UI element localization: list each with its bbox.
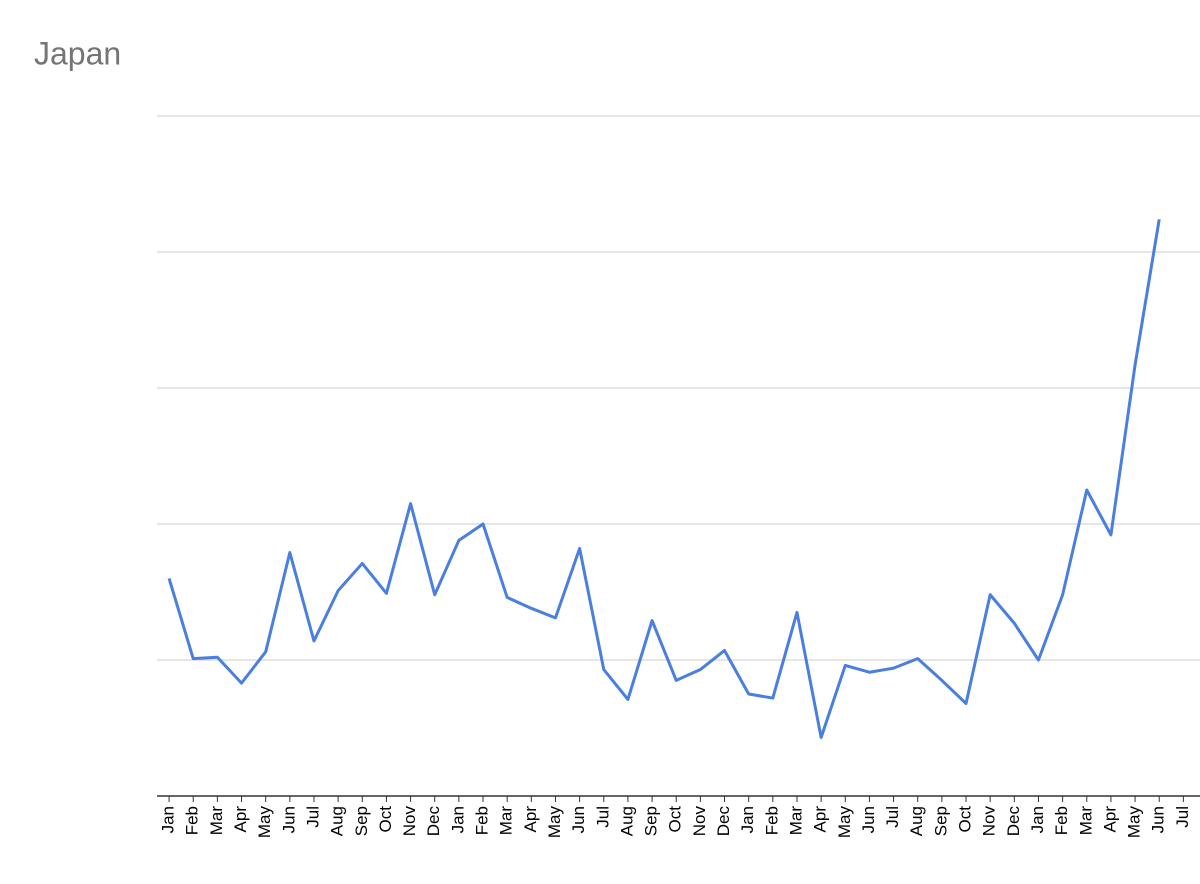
- x-tick-label: Oct: [956, 806, 975, 833]
- x-tick-label: Feb: [1052, 806, 1071, 835]
- x-tick-label: Sep: [642, 806, 661, 836]
- x-tick-label: Oct: [666, 806, 685, 833]
- x-tick-label: Aug: [328, 806, 347, 836]
- x-tick-label: Aug: [907, 806, 926, 836]
- x-tick-label: May: [1125, 806, 1144, 839]
- x-tick-label: Jul: [303, 806, 322, 828]
- x-tick-label: Jun: [1149, 806, 1168, 833]
- x-tick-label: Jun: [279, 806, 298, 833]
- x-tick-label: Dec: [424, 806, 443, 837]
- x-tick-label: May: [835, 806, 854, 839]
- x-tick-label: Jul: [1173, 806, 1192, 828]
- x-tick-label: Mar: [1076, 806, 1095, 836]
- x-tick-label: Apr: [1100, 806, 1119, 833]
- x-tick-label: May: [545, 806, 564, 839]
- x-tick-label: Sep: [352, 806, 371, 836]
- x-tick-label: Feb: [183, 806, 202, 835]
- x-tick-label: Jun: [569, 806, 588, 833]
- line-series: [167, 219, 1161, 740]
- x-tick-label: Aug: [617, 806, 636, 836]
- x-tick-label: Jun: [859, 806, 878, 833]
- x-tick-label: Jan: [448, 806, 467, 833]
- x-tick-label: Oct: [376, 806, 395, 833]
- x-tick-label: Nov: [980, 806, 999, 837]
- x-tick-label: Jul: [593, 806, 612, 828]
- x-tick-label: Apr: [231, 806, 250, 833]
- x-tick-label: May: [255, 806, 274, 839]
- x-tick-label: Jan: [738, 806, 757, 833]
- x-tick-label: Nov: [690, 806, 709, 837]
- x-tick-label: Apr: [811, 806, 830, 833]
- x-tick-label: Feb: [762, 806, 781, 835]
- x-tick-label: Dec: [714, 806, 733, 837]
- x-tick-label: Mar: [497, 806, 516, 836]
- x-tick-label: Nov: [400, 806, 419, 837]
- x-tick-label: Sep: [931, 806, 950, 836]
- chart-title: Japan: [34, 35, 121, 71]
- x-tick-label: Dec: [1004, 806, 1023, 837]
- x-tick-label: Jul: [883, 806, 902, 828]
- x-tick-label: Jan: [1028, 806, 1047, 833]
- x-tick-label: Jan: [159, 806, 178, 833]
- x-tick-label: Mar: [207, 806, 226, 836]
- x-tick-label: Mar: [786, 806, 805, 836]
- x-tick-label: Feb: [473, 806, 492, 835]
- x-tick-label: Apr: [521, 806, 540, 833]
